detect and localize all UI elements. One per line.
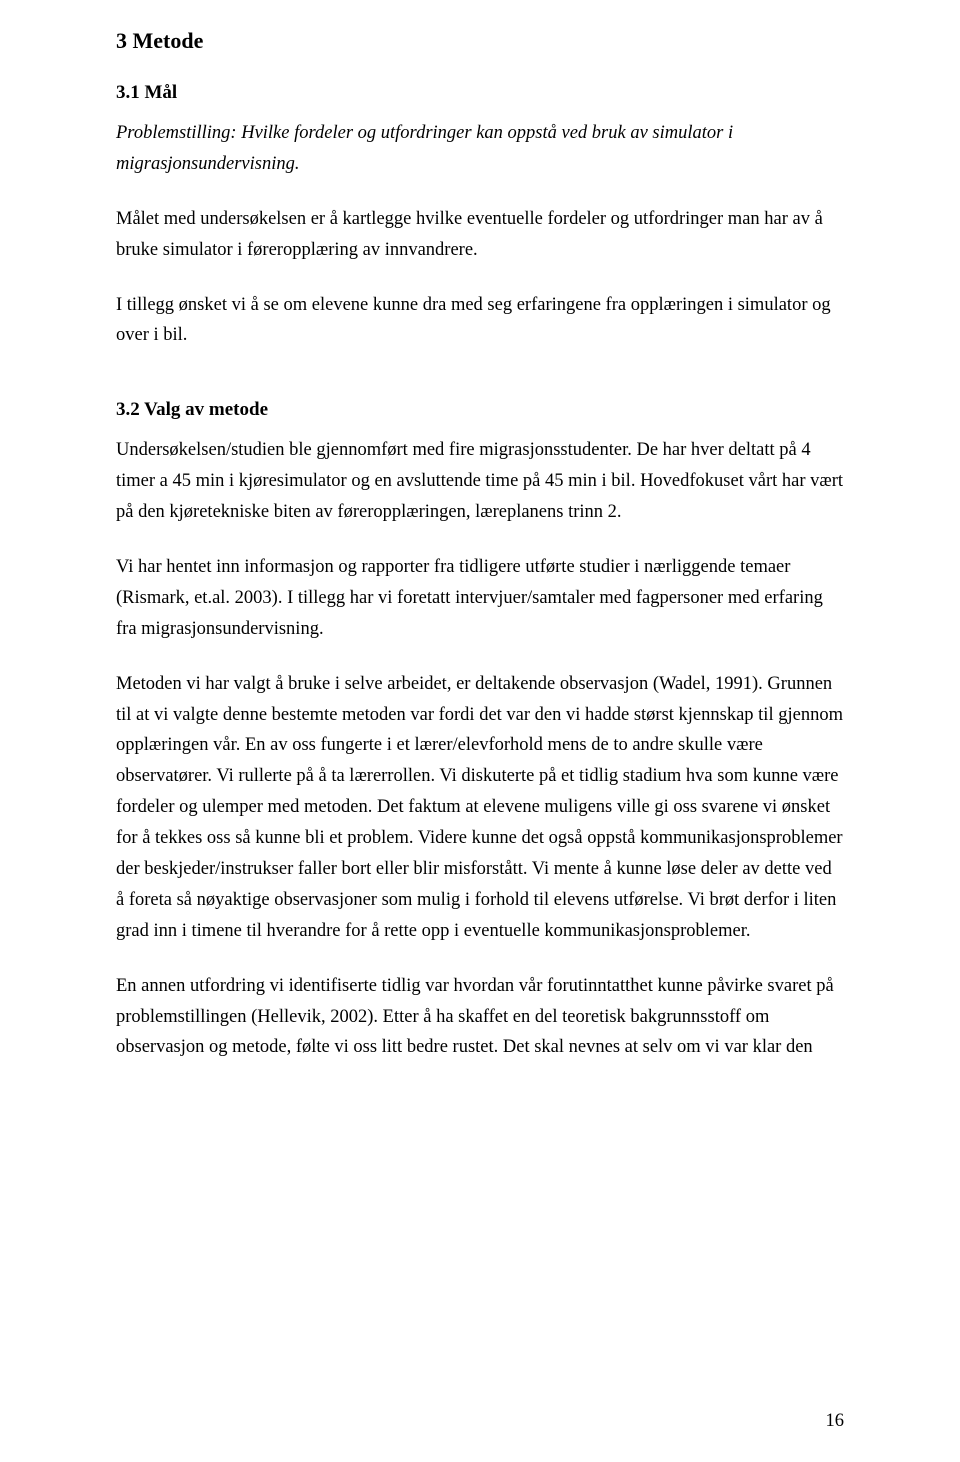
heading-1-metode: 3 Metode xyxy=(116,28,844,54)
maal-paragraph-1: Målet med undersøkelsen er å kartlegge h… xyxy=(116,204,844,266)
valg-paragraph-1: Undersøkelsen/studien ble gjennomført me… xyxy=(116,435,844,528)
page-number: 16 xyxy=(826,1411,845,1432)
problemstilling-intro: Problemstilling: Hvilke fordeler og utfo… xyxy=(116,118,844,180)
valg-paragraph-4: En annen utfordring vi identifiserte tid… xyxy=(116,971,844,1064)
valg-paragraph-3: Metoden vi har valgt å bruke i selve arb… xyxy=(116,669,844,947)
maal-paragraph-2: I tillegg ønsket vi å se om elevene kunn… xyxy=(116,290,844,352)
valg-paragraph-2: Vi har hentet inn informasjon og rapport… xyxy=(116,552,844,645)
document-page: 3 Metode 3.1 Mål Problemstilling: Hvilke… xyxy=(0,0,960,1462)
heading-2-maal: 3.1 Mål xyxy=(116,82,844,104)
heading-2-valg-av-metode: 3.2 Valg av metode xyxy=(116,399,844,421)
